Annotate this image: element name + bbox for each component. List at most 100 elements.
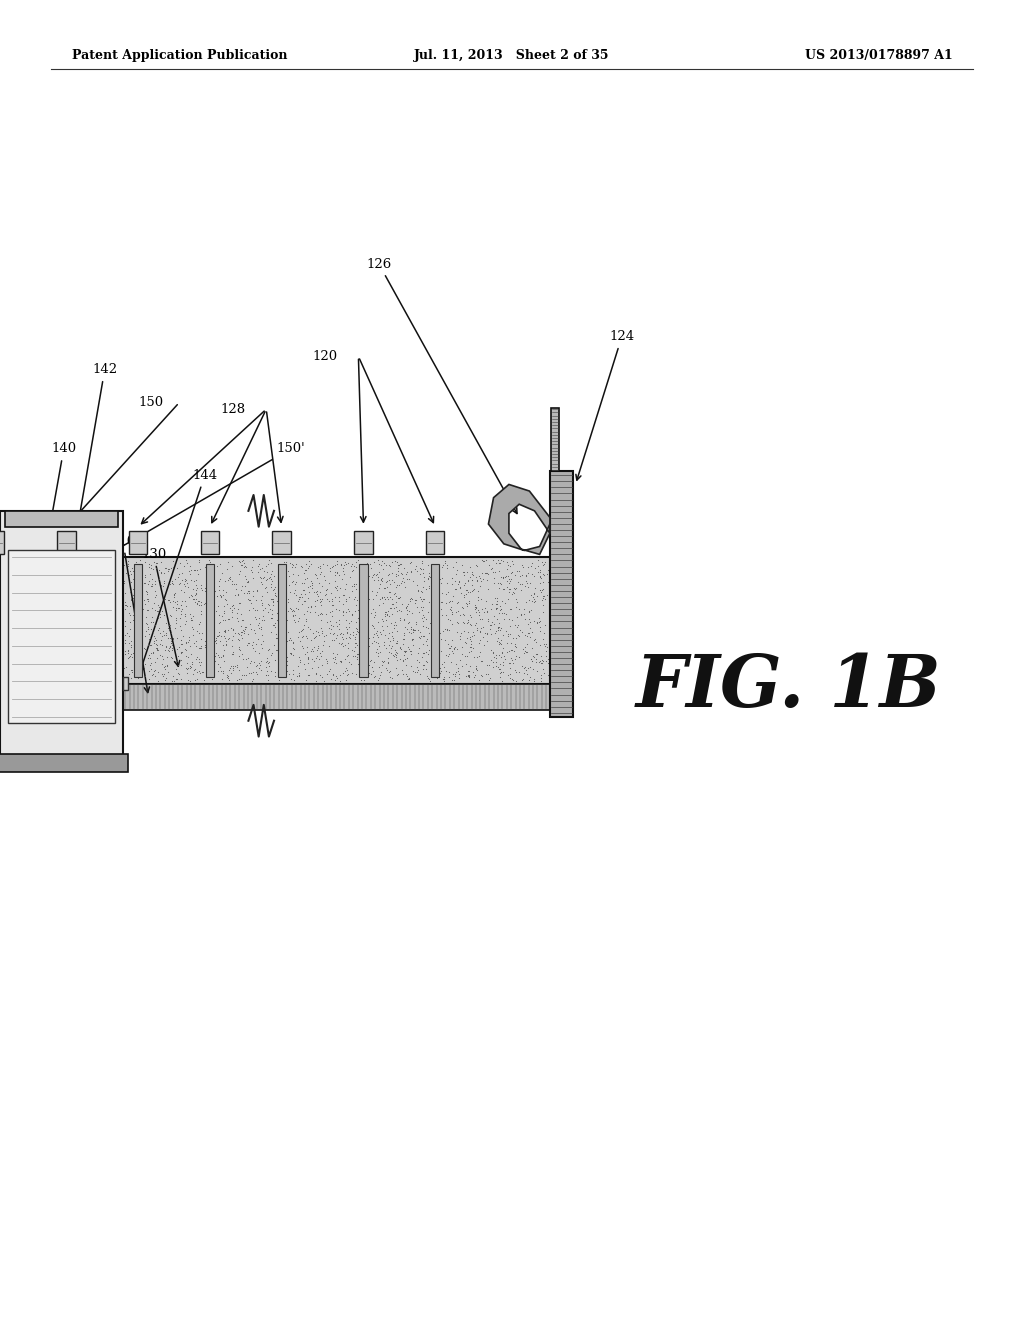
Point	[470, 632, 486, 653]
Point	[506, 640, 522, 661]
Point	[166, 583, 182, 605]
Point	[517, 659, 534, 680]
Point	[270, 553, 287, 574]
Point	[284, 556, 300, 577]
Point	[137, 581, 154, 602]
Point	[516, 576, 532, 597]
Point	[427, 611, 443, 632]
Point	[351, 561, 368, 582]
Point	[163, 623, 179, 644]
Point	[389, 576, 406, 597]
Point	[534, 649, 550, 671]
Point	[182, 671, 199, 692]
Point	[164, 647, 180, 668]
Point	[497, 566, 513, 587]
Point	[396, 577, 413, 598]
Point	[468, 659, 484, 680]
Point	[407, 619, 423, 640]
Point	[337, 578, 353, 599]
Point	[443, 602, 460, 623]
Point	[318, 578, 335, 599]
Point	[431, 609, 447, 630]
Point	[344, 560, 360, 581]
Point	[547, 579, 563, 601]
Point	[493, 647, 509, 668]
Point	[231, 552, 248, 573]
Point	[464, 569, 480, 590]
Point	[370, 566, 386, 587]
Point	[167, 591, 183, 612]
Point	[258, 664, 274, 685]
Point	[361, 565, 378, 586]
Point	[309, 640, 326, 661]
Point	[409, 649, 425, 671]
Point	[322, 635, 338, 656]
Point	[542, 602, 558, 623]
Point	[474, 562, 490, 583]
Point	[143, 611, 160, 632]
Point	[528, 631, 545, 652]
Point	[283, 598, 299, 619]
Point	[487, 644, 504, 665]
Point	[467, 664, 483, 685]
Point	[199, 590, 215, 611]
Point	[274, 645, 291, 667]
Point	[378, 605, 394, 626]
Point	[432, 663, 449, 684]
Point	[224, 574, 241, 595]
Point	[242, 614, 258, 635]
Point	[263, 589, 280, 610]
Point	[319, 554, 336, 576]
Point	[234, 648, 251, 669]
Point	[259, 561, 275, 582]
Point	[198, 603, 214, 624]
Point	[141, 623, 158, 644]
Point	[526, 671, 543, 692]
Point	[398, 655, 415, 676]
Point	[381, 605, 397, 626]
Point	[200, 587, 216, 609]
Point	[146, 631, 163, 652]
Point	[535, 587, 551, 609]
Point	[172, 630, 188, 651]
Point	[234, 610, 251, 631]
Point	[384, 589, 400, 610]
Point	[523, 651, 540, 672]
Point	[477, 598, 494, 619]
Point	[296, 562, 312, 583]
Point	[517, 609, 534, 630]
Point	[129, 583, 145, 605]
Point	[201, 601, 217, 622]
Point	[466, 667, 482, 688]
Point	[449, 622, 465, 643]
Point	[387, 577, 403, 598]
Point	[220, 609, 237, 630]
Text: US 2013/0178897 A1: US 2013/0178897 A1	[805, 49, 952, 62]
Point	[380, 652, 396, 673]
Point	[425, 623, 441, 644]
Point	[508, 636, 524, 657]
Point	[195, 661, 211, 682]
Point	[240, 632, 256, 653]
Point	[153, 630, 169, 651]
Point	[184, 664, 201, 685]
Point	[508, 597, 524, 618]
Point	[445, 586, 462, 607]
Point	[206, 587, 222, 609]
Point	[499, 642, 515, 663]
Point	[128, 554, 144, 576]
Point	[230, 585, 247, 606]
Point	[468, 656, 484, 677]
Point	[456, 586, 472, 607]
Point	[290, 627, 306, 648]
Point	[333, 554, 349, 576]
Point	[385, 627, 401, 648]
Point	[490, 578, 507, 599]
Point	[134, 610, 151, 631]
Point	[121, 626, 137, 647]
Point	[329, 579, 345, 601]
Point	[193, 638, 209, 659]
Point	[297, 591, 313, 612]
Point	[210, 647, 226, 668]
Point	[296, 573, 312, 594]
